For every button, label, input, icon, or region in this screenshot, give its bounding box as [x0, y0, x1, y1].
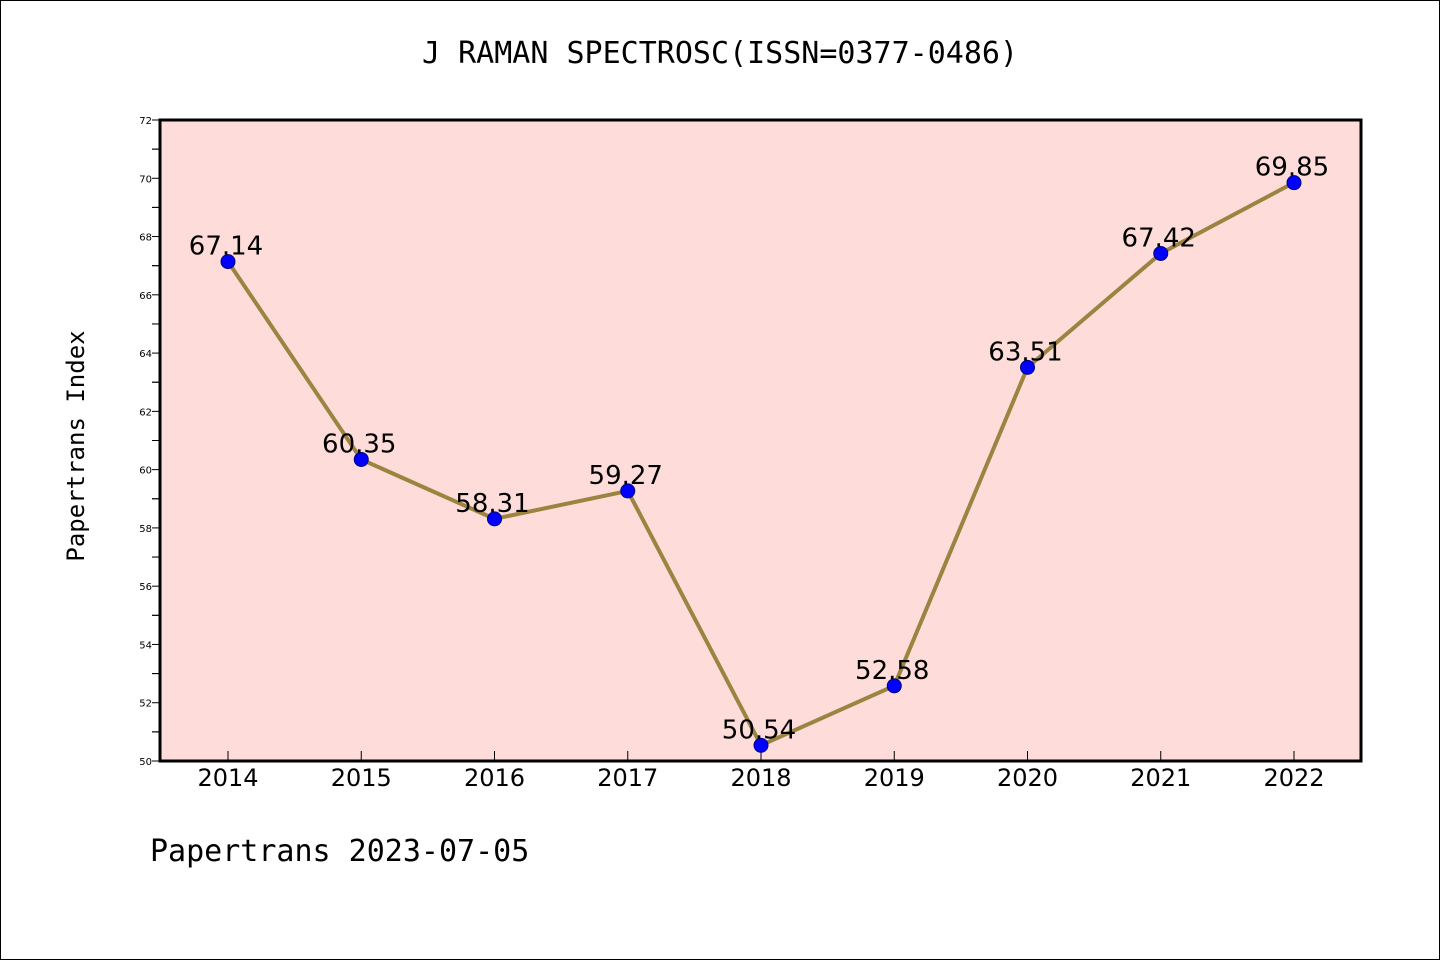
x-tick-label: 2019	[864, 764, 925, 792]
data-label: 67.14	[189, 232, 263, 262]
y-tick-label: 56	[139, 582, 152, 593]
x-tick-label: 2018	[730, 764, 791, 792]
x-tick-label: 2021	[1130, 764, 1191, 792]
data-label: 52.58	[855, 656, 929, 686]
y-tick-label: 58	[139, 524, 152, 535]
plot-area	[160, 120, 1361, 761]
data-point	[1286, 175, 1302, 191]
x-tick-label: 2015	[331, 764, 392, 792]
data-label: 67.42	[1122, 223, 1196, 253]
plot-border	[158, 118, 1363, 763]
y-tick-label: 66	[139, 291, 152, 302]
y-tick-label: 72	[139, 116, 152, 127]
x-tick-label: 2022	[1263, 764, 1324, 792]
data-labels: 67.14 60.35 58.31 59.27 50.54 52.58 63.51 67.42…	[189, 153, 1329, 746]
data-label: 63.51	[988, 337, 1062, 367]
data-point	[1020, 359, 1035, 375]
x-tick-label: 2014	[197, 764, 258, 792]
y-tick-label: 52	[139, 699, 152, 710]
data-label: 69.85	[1255, 153, 1329, 183]
data-label: 58.31	[455, 489, 529, 519]
y-tick-label: 68	[139, 233, 152, 244]
y-tick-label: 64	[139, 349, 152, 360]
y-tick-label: 50	[139, 757, 152, 768]
data-point	[487, 511, 502, 527]
x-tick-label: 2016	[464, 764, 525, 792]
chart-title: J RAMAN SPECTROSC(ISSN=0377-0486)	[421, 36, 1019, 71]
data-point	[353, 451, 369, 467]
data-label: 50.54	[722, 715, 796, 745]
y-tick-label: 62	[139, 407, 152, 418]
data-markers	[220, 175, 1302, 753]
data-point	[220, 254, 236, 270]
y-axis: 50 52 54 56 58 60 62 64 66 68 70 72	[139, 116, 160, 768]
data-label: 60.35	[322, 429, 396, 459]
y-tick-label: 60	[139, 466, 152, 477]
data-point	[753, 737, 769, 753]
y-tick-label: 54	[139, 640, 152, 651]
footer-text: Papertrans 2023-07-05	[150, 834, 530, 869]
x-axis: 2014 2015 2016 2017 2018 2019 2020 2021 2022	[197, 751, 1325, 792]
data-point	[1153, 245, 1169, 261]
data-label: 59.27	[589, 461, 663, 491]
y-tick-label: 70	[139, 174, 152, 185]
x-tick-label: 2017	[597, 764, 658, 792]
x-tick-label: 2020	[997, 764, 1058, 792]
data-point	[886, 678, 902, 694]
data-point	[620, 483, 636, 499]
